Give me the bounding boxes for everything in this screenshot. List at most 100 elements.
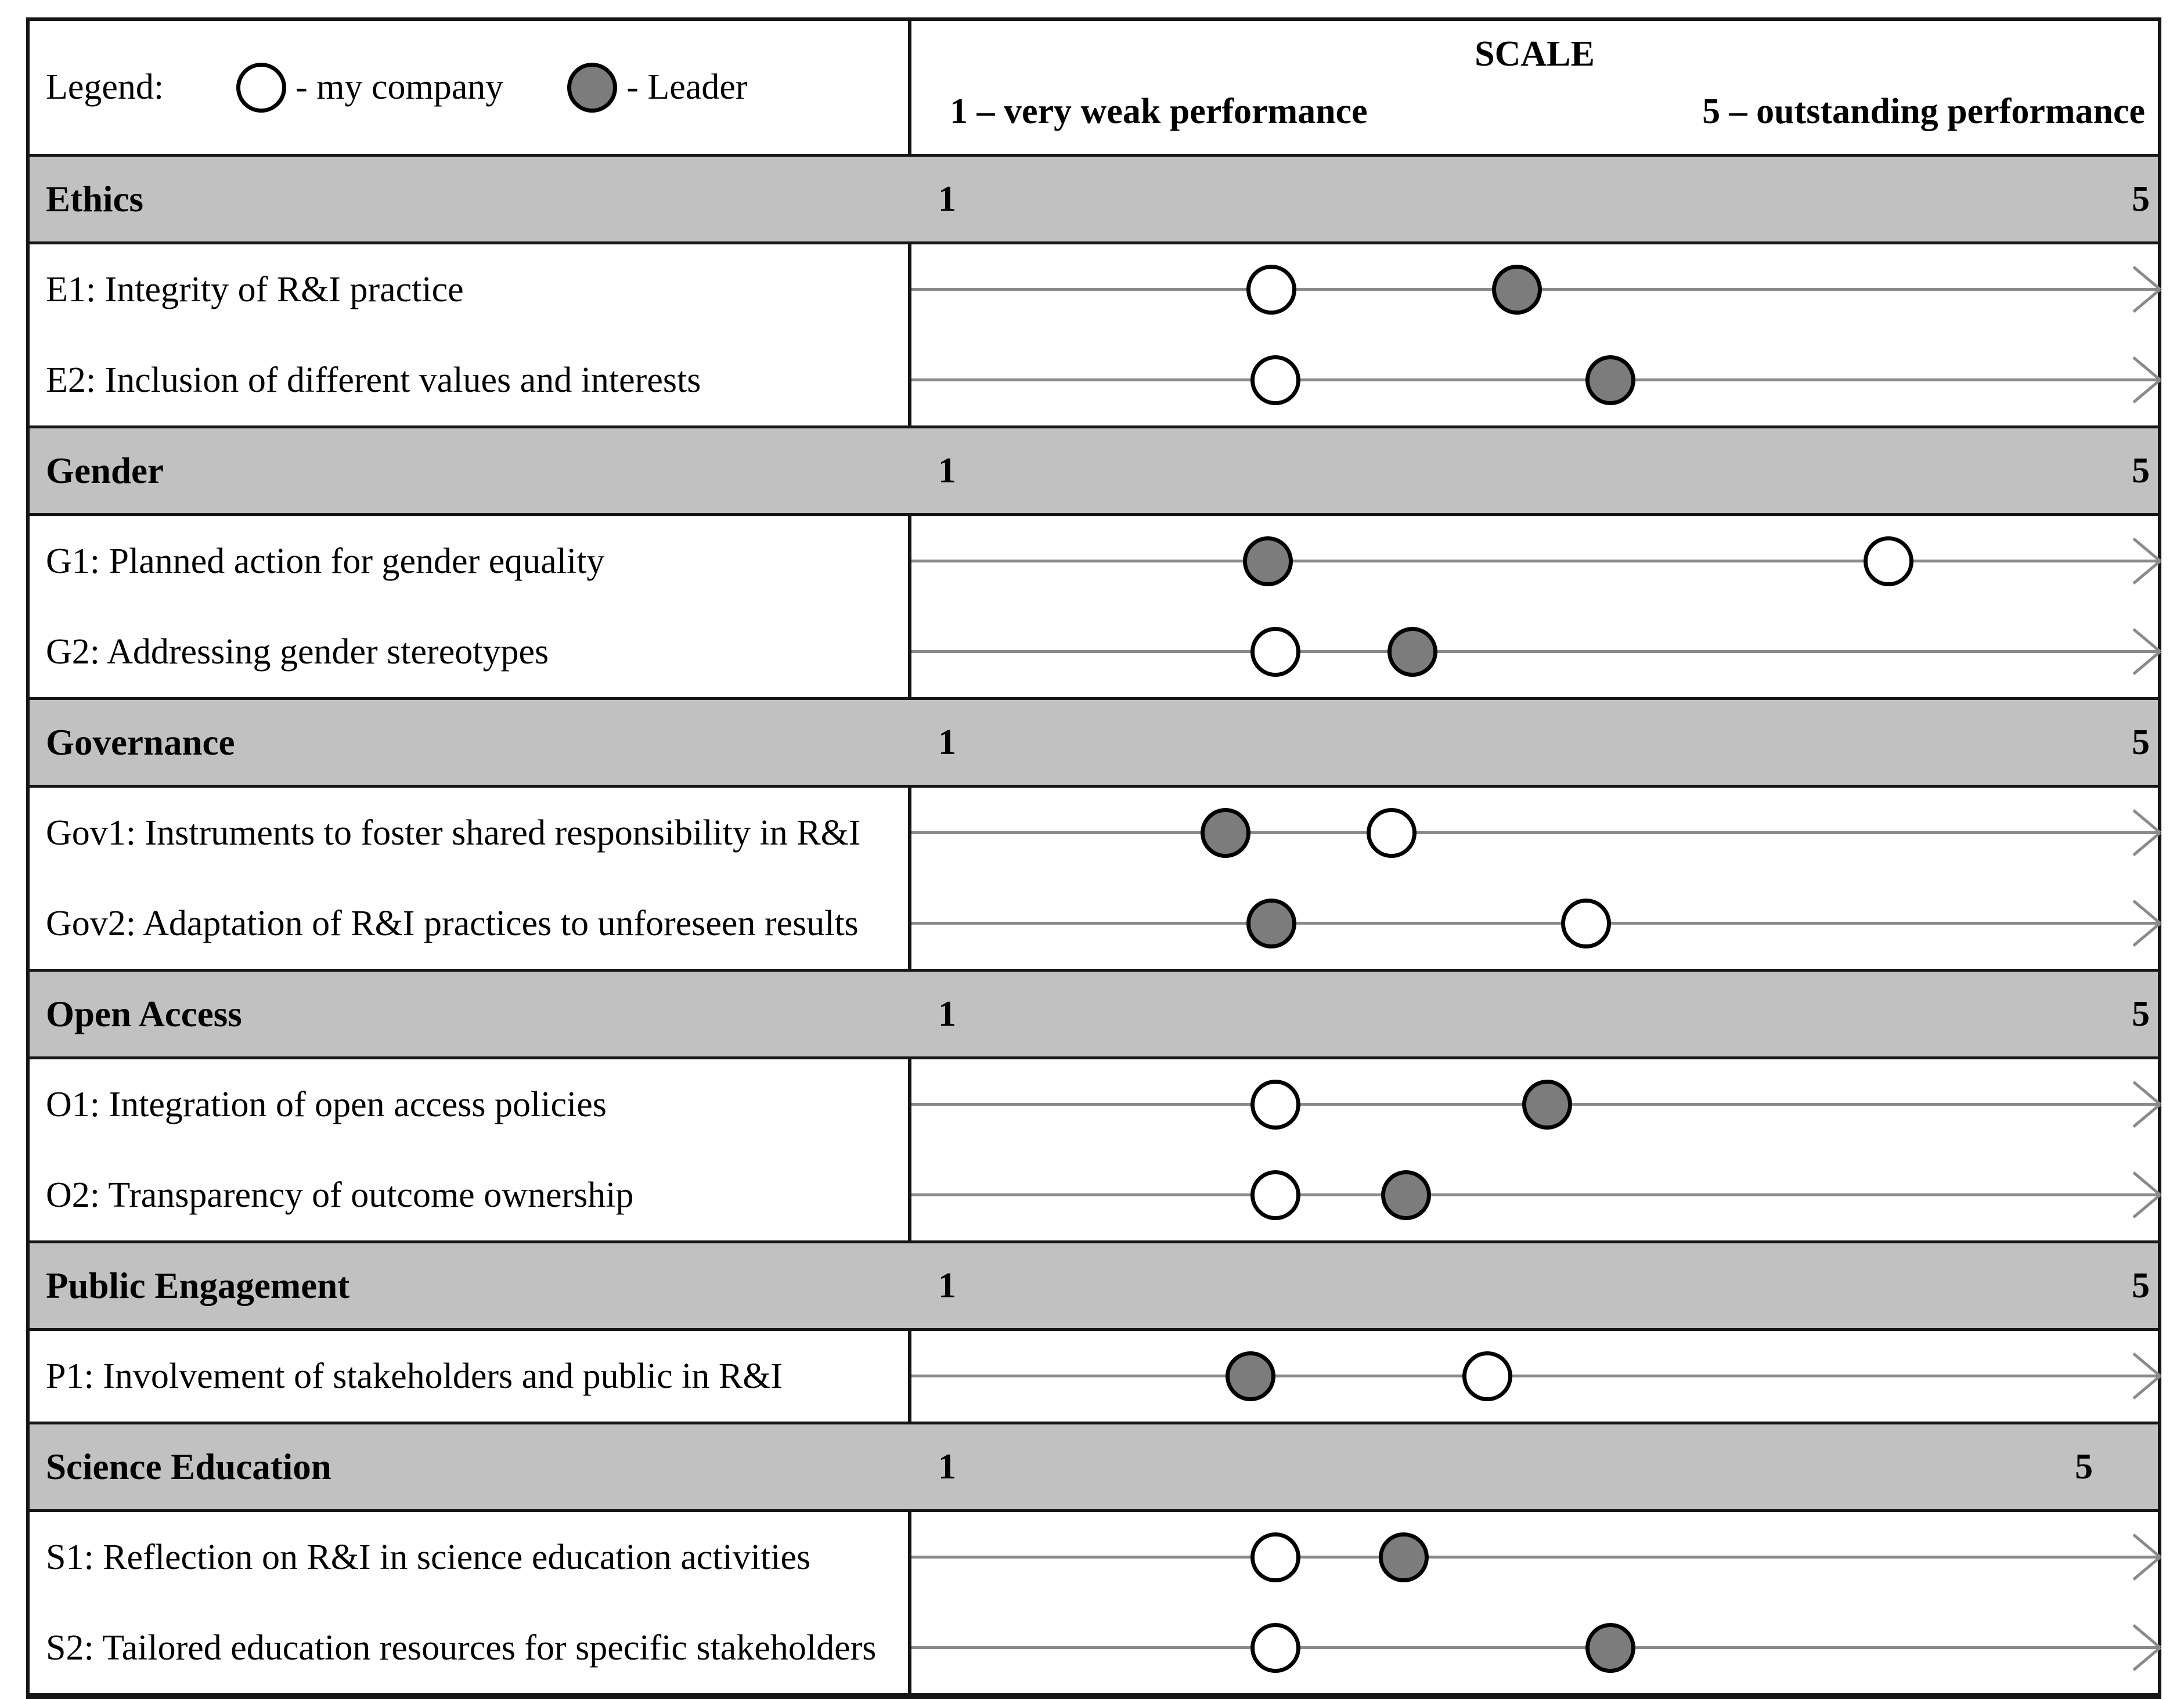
leader-marker bbox=[1379, 1532, 1429, 1582]
indicator-label-cell: Gov1: Instruments to foster shared respo… bbox=[30, 788, 911, 878]
indicator-label-cell: O1: Integration of open access policies bbox=[30, 1059, 911, 1150]
arrow-head-icon bbox=[2132, 356, 2161, 381]
scale-arrow-line bbox=[911, 1556, 2158, 1559]
indicator-box: E1: Integrity of R&I practice E2: Inclus… bbox=[30, 244, 2161, 425]
scale-arrow-line bbox=[911, 831, 2158, 834]
arrow-head-icon bbox=[2132, 378, 2161, 403]
scale-arrow-line bbox=[911, 1646, 2158, 1649]
indicator-label-cell: Gov2: Adaptation of R&I practices to unf… bbox=[30, 878, 911, 969]
legend-cell: Legend: - my company - Leader bbox=[30, 21, 911, 154]
my-company-marker bbox=[1250, 1623, 1300, 1673]
scale-cell bbox=[911, 1331, 2161, 1422]
scale-min-label: 1 bbox=[938, 179, 956, 219]
header-row: Legend: - my company - Leader SCALE 1 – … bbox=[30, 21, 2158, 154]
benchmark-figure: Legend: - my company - Leader SCALE 1 – … bbox=[26, 17, 2161, 1699]
scale-min-label: 1 bbox=[938, 450, 956, 490]
band-scale-part: 1 5 bbox=[911, 157, 2158, 241]
section: Open Access 1 5 O1: Integration of open … bbox=[30, 969, 2161, 1240]
scale-max-label: 5 bbox=[2132, 722, 2150, 762]
indicator-label-cell: G2: Addressing gender stereotypes bbox=[30, 607, 911, 697]
category-band: Open Access 1 5 bbox=[30, 969, 2158, 1059]
section: Public Engagement 1 5 P1: Involvement of… bbox=[30, 1240, 2161, 1422]
section: Governance 1 5 Gov1: Instruments to fost… bbox=[30, 697, 2161, 969]
my-company-marker bbox=[1366, 808, 1417, 858]
indicator-label: Gov1: Instruments to foster shared respo… bbox=[46, 813, 861, 853]
arrow-head-icon bbox=[2132, 1534, 2161, 1559]
my-company-marker bbox=[1250, 1532, 1300, 1582]
scale-arrow-line bbox=[911, 560, 2158, 562]
scale-subrow: 1 – very weak performance 5 – outstandin… bbox=[911, 91, 2158, 132]
indicator-label: E2: Inclusion of different values and in… bbox=[46, 360, 701, 400]
scale-cell bbox=[911, 335, 2161, 425]
category-name: Ethics bbox=[46, 178, 144, 219]
band-scale-part: 1 5 bbox=[911, 1424, 2158, 1509]
leader-marker bbox=[1381, 1170, 1432, 1220]
category-band: Governance 1 5 bbox=[30, 697, 2158, 788]
indicator-box: P1: Involvement of stakeholders and publ… bbox=[30, 1331, 2161, 1422]
indicator-label-cell: O2: Transparency of outcome ownership bbox=[30, 1150, 911, 1240]
scale-arrow-line bbox=[911, 650, 2158, 653]
scale-min-label: 1 bbox=[938, 722, 956, 762]
category-band: Public Engagement 1 5 bbox=[30, 1240, 2158, 1331]
indicator-row: E2: Inclusion of different values and in… bbox=[30, 335, 2161, 425]
arrow-head-icon bbox=[2132, 1646, 2161, 1671]
arrow-head-icon bbox=[2132, 1624, 2161, 1649]
my-company-marker bbox=[1246, 265, 1297, 315]
scale-min-label: 1 bbox=[938, 1265, 956, 1305]
my-company-marker bbox=[1250, 1170, 1300, 1220]
indicator-label-cell: S1: Reflection on R&I in science educati… bbox=[30, 1512, 911, 1603]
leader-marker bbox=[1492, 265, 1543, 315]
scale-arrow-line bbox=[911, 1375, 2158, 1377]
scale-title: SCALE bbox=[1475, 34, 1595, 74]
band-scale-part: 1 5 bbox=[911, 428, 2158, 513]
scale-arrow-line bbox=[911, 1193, 2158, 1196]
my-company-marker bbox=[1250, 1080, 1300, 1130]
indicator-box: Gov1: Instruments to foster shared respo… bbox=[30, 788, 2161, 969]
scale-cell bbox=[911, 788, 2161, 878]
indicator-row: E1: Integrity of R&I practice bbox=[30, 244, 2161, 335]
my-company-marker bbox=[1250, 355, 1300, 405]
arrow-head-icon bbox=[2132, 809, 2161, 834]
indicator-label: G2: Addressing gender stereotypes bbox=[46, 632, 549, 672]
section: Gender 1 5 G1: Planned action for gender… bbox=[30, 425, 2161, 697]
arrow-head-icon bbox=[2132, 922, 2161, 947]
indicator-label: O1: Integration of open access policies bbox=[46, 1084, 607, 1124]
arrow-head-icon bbox=[2132, 560, 2161, 585]
arrow-head-icon bbox=[2132, 1193, 2161, 1218]
arrow-head-icon bbox=[2132, 1103, 2161, 1128]
leader-marker bbox=[1246, 899, 1297, 948]
indicator-row: P1: Involvement of stakeholders and publ… bbox=[30, 1331, 2161, 1422]
category-name: Gender bbox=[46, 450, 164, 491]
arrow-head-icon bbox=[2132, 628, 2161, 653]
indicator-row: S1: Reflection on R&I in science educati… bbox=[30, 1512, 2161, 1603]
arrow-head-icon bbox=[2132, 266, 2161, 291]
band-scale-part: 1 5 bbox=[911, 1243, 2158, 1328]
indicator-box: O1: Integration of open access policies … bbox=[30, 1059, 2161, 1240]
leader-marker bbox=[1585, 355, 1636, 405]
scale-arrow-line bbox=[911, 378, 2158, 381]
scale-min-label: 1 bbox=[938, 1447, 956, 1487]
section: Science Education 1 5 S1: Reflection on … bbox=[30, 1422, 2161, 1693]
leader-marker bbox=[1225, 1351, 1275, 1401]
scale-cell bbox=[911, 1603, 2161, 1693]
leader-marker bbox=[1201, 808, 1251, 858]
legend-leader-label: - Leader bbox=[626, 67, 748, 107]
scale-cell bbox=[911, 1150, 2161, 1240]
category-band: Science Education 1 5 bbox=[30, 1422, 2158, 1512]
leader-legend-marker-icon bbox=[567, 62, 618, 113]
my-company-marker bbox=[1560, 899, 1611, 948]
leader-marker bbox=[1387, 627, 1438, 677]
my-company-legend-marker-icon bbox=[236, 62, 287, 113]
arrow-head-icon bbox=[2132, 288, 2161, 313]
indicator-label: S2: Tailored education resources for spe… bbox=[46, 1628, 877, 1668]
indicator-label-cell: E2: Inclusion of different values and in… bbox=[30, 335, 911, 425]
scale-cell bbox=[911, 1059, 2161, 1150]
scale-max-label: 5 bbox=[2132, 450, 2150, 490]
category-name: Open Access bbox=[46, 993, 242, 1034]
scale-max-label: 5 bbox=[2132, 1265, 2150, 1305]
leader-marker bbox=[1585, 1623, 1636, 1673]
scale-arrow-line bbox=[911, 922, 2158, 925]
arrow-head-icon bbox=[2132, 831, 2161, 856]
scale-min-label: 1 bbox=[938, 994, 956, 1034]
indicator-row: S2: Tailored education resources for spe… bbox=[30, 1603, 2161, 1693]
